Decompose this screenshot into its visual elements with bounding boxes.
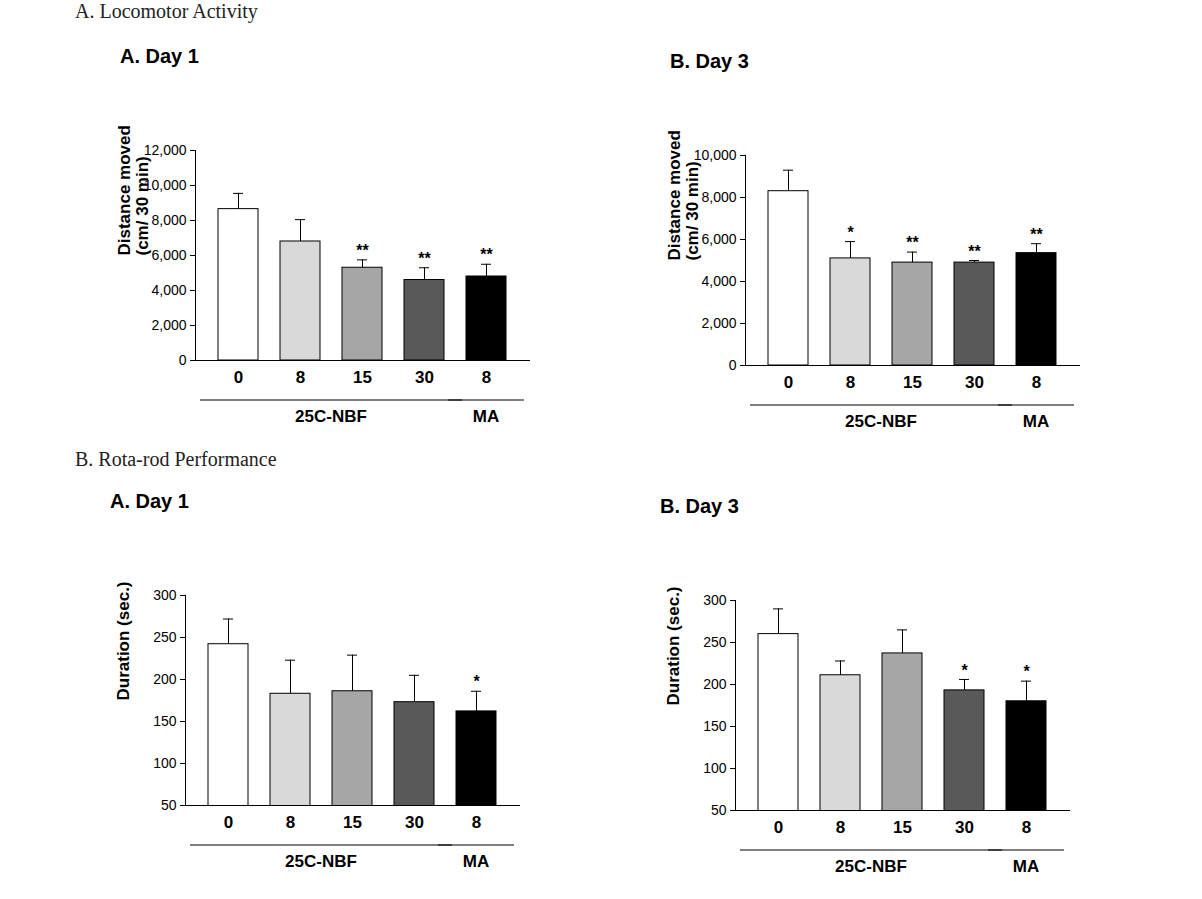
svg-text:30: 30 — [415, 368, 434, 387]
svg-text:Duration (sec.): Duration (sec.) — [664, 586, 683, 705]
svg-text:200: 200 — [703, 676, 727, 692]
svg-text:0: 0 — [224, 813, 233, 832]
svg-text:25C-NBF: 25C-NBF — [285, 852, 357, 871]
svg-text:4,000: 4,000 — [151, 282, 186, 298]
svg-text:25C-NBF: 25C-NBF — [295, 407, 367, 426]
svg-text:**: ** — [906, 234, 919, 251]
svg-text:50: 50 — [161, 797, 177, 813]
svg-text:30: 30 — [965, 373, 984, 392]
svg-text:15: 15 — [353, 368, 372, 387]
svg-text:100: 100 — [703, 760, 727, 776]
svg-text:0: 0 — [774, 818, 783, 837]
svg-text:2,000: 2,000 — [151, 317, 186, 333]
svg-text:*: * — [473, 673, 480, 690]
svg-text:0: 0 — [234, 368, 243, 387]
svg-text:8: 8 — [1022, 818, 1031, 837]
svg-text:8: 8 — [1032, 373, 1041, 392]
svg-text:8: 8 — [472, 813, 481, 832]
svg-text:**: ** — [480, 246, 493, 263]
svg-text:150: 150 — [703, 718, 727, 734]
svg-text:8: 8 — [846, 373, 855, 392]
svg-text:Distance moved(cm/ 30 min): Distance moved(cm/ 30 min) — [115, 125, 152, 255]
svg-text:Distance moved(cm/ 30 min): Distance moved(cm/ 30 min) — [665, 130, 702, 260]
svg-text:25C-NBF: 25C-NBF — [835, 857, 907, 876]
html-text:B. Day 3: B. Day 3 — [660, 495, 739, 517]
svg-text:6,000: 6,000 — [151, 247, 186, 263]
svg-text:MA: MA — [1013, 857, 1039, 876]
html-text:A. Day 1: A. Day 1 — [110, 490, 189, 512]
svg-text:2,000: 2,000 — [701, 315, 736, 331]
svg-text:*: * — [847, 224, 854, 241]
svg-text:30: 30 — [955, 818, 974, 837]
svg-text:0: 0 — [729, 357, 737, 373]
svg-text:*: * — [1023, 663, 1030, 680]
html-text:B. Day 3: B. Day 3 — [670, 50, 749, 72]
svg-text:*: * — [961, 662, 968, 679]
svg-text:8: 8 — [286, 813, 295, 832]
svg-text:8: 8 — [296, 368, 305, 387]
svg-text:50: 50 — [711, 802, 727, 818]
svg-text:30: 30 — [405, 813, 424, 832]
svg-text:**: ** — [1030, 226, 1043, 243]
svg-text:MA: MA — [473, 407, 499, 426]
svg-text:150: 150 — [153, 713, 177, 729]
svg-text:**: ** — [968, 243, 981, 260]
html-text:A. Locomotor Activity: A. Locomotor Activity — [75, 0, 258, 22]
svg-text:10,000: 10,000 — [694, 147, 737, 163]
svg-text:Duration (sec.): Duration (sec.) — [114, 581, 133, 700]
svg-text:0: 0 — [784, 373, 793, 392]
svg-text:10,000: 10,000 — [143, 177, 187, 193]
svg-text:0: 0 — [179, 352, 187, 368]
html-text:A. Day 1: A. Day 1 — [120, 45, 199, 67]
svg-text:MA: MA — [463, 852, 489, 871]
svg-text:4,000: 4,000 — [701, 273, 736, 289]
svg-text:15: 15 — [343, 813, 362, 832]
svg-text:MA: MA — [1023, 412, 1049, 431]
svg-text:15: 15 — [893, 818, 912, 837]
svg-text:8,000: 8,000 — [701, 189, 736, 205]
svg-text:8: 8 — [482, 368, 491, 387]
svg-text:300: 300 — [153, 587, 177, 603]
svg-text:250: 250 — [153, 629, 177, 645]
svg-text:**: ** — [418, 250, 431, 267]
svg-text:**: ** — [356, 242, 369, 259]
svg-text:200: 200 — [153, 671, 177, 687]
svg-text:15: 15 — [903, 373, 922, 392]
html-text:B. Rota-rod Performance: B. Rota-rod Performance — [75, 448, 277, 470]
svg-text:300: 300 — [703, 592, 727, 608]
svg-text:25C-NBF: 25C-NBF — [845, 412, 917, 431]
svg-text:250: 250 — [703, 634, 727, 650]
svg-text:6,000: 6,000 — [701, 231, 736, 247]
svg-text:100: 100 — [153, 755, 177, 771]
svg-text:8,000: 8,000 — [151, 212, 186, 228]
svg-text:8: 8 — [836, 818, 845, 837]
svg-text:12,000: 12,000 — [144, 142, 187, 158]
